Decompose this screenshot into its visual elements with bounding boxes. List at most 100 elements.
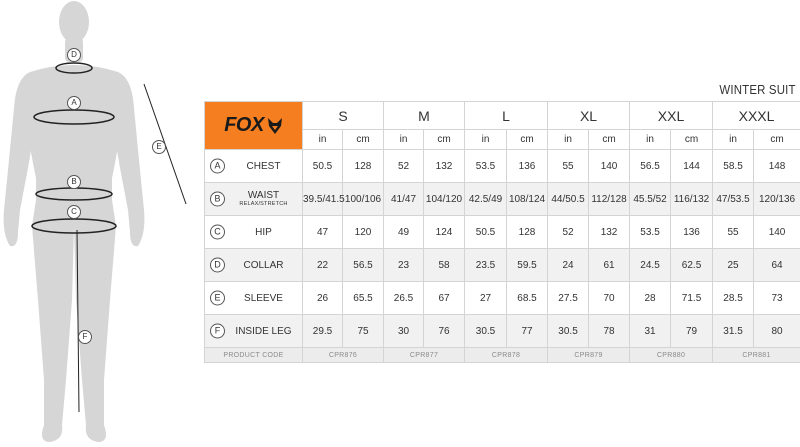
measurement-value: 64 [753,248,800,282]
measurement-letter-icon: E [210,290,225,306]
measurement-value: 148 [753,149,800,183]
measurement-letter-icon: C [210,224,225,240]
measurement-value: 27 [464,281,508,315]
unit-cm: cm [588,129,631,150]
measurement-row-hip: C HIP 47 120 49 124 50.5 128 52 132 53.5 136 55 140 [204,215,800,249]
measurement-value: 78 [588,314,631,348]
measurement-value: 61 [588,248,631,282]
measurement-value: 76 [422,314,466,348]
measurement-value: 132 [588,215,631,249]
measurement-value: 31.5 [712,314,755,348]
unit-in: in [302,129,343,150]
size-header-xl: XL [547,101,631,130]
measurement-value: 28.5 [712,281,755,315]
size-header-l: L [464,101,549,130]
measurement-label: B WAIST RELAX/STRETCH [204,182,303,216]
measurement-value: 45.5/52 [629,182,672,216]
unit-cm: cm [753,129,800,150]
measurement-letter-icon: F [210,323,225,339]
body-measurement-figure: D A E B C F [0,0,200,447]
measurement-value: 49 [383,215,424,249]
measurement-label: D COLLAR [204,248,303,282]
size-header-m: M [382,101,466,130]
measurement-value: 124 [422,215,466,249]
measurement-value: 116/132 [670,182,714,216]
measurement-label: F INSIDE LEG [204,314,303,348]
measurement-value: 100/106 [342,182,384,216]
measurement-value: 30 [383,314,424,348]
measurement-value: 140 [588,149,631,183]
measurement-name: CHEST [246,160,281,172]
measurement-value: 31 [629,314,672,348]
measurement-value: 47 [302,215,343,249]
measurement-value: 29.5 [302,314,343,348]
measurement-value: 71.5 [670,281,714,315]
measurement-value: 75 [342,314,384,348]
measurement-value: 58.5 [712,149,755,183]
measurement-value: 41/47 [383,182,424,216]
label-a-icon: A [67,96,81,110]
measurement-value: 24.5 [629,248,672,282]
label-d-icon: D [67,48,81,62]
measurement-value: 26.5 [383,281,424,315]
measurement-row-chest: A CHEST 50.5 128 52 132 53.5 136 55 140 56.5 144 58.… [204,149,800,183]
unit-cm: cm [670,129,714,150]
measurement-row-inside-leg: F INSIDE LEG 29.5 75 30 76 30.5 77 30.5 78 31 79 31.… [204,314,800,348]
measurement-value: 53.5 [629,215,672,249]
size-chart-table: FOX S M L XL XXL XXXL in cm in cm in cm in c… [204,101,800,363]
measurement-value: 62.5 [670,248,714,282]
measurement-value: 50.5 [302,149,343,183]
label-c-icon: C [67,205,81,219]
measurement-value: 50.5 [464,215,508,249]
measurement-name: COLLAR [243,259,284,271]
measurement-value: 120 [342,215,384,249]
measurement-value: 59.5 [506,248,549,282]
measurement-value: 47/53.5 [712,182,755,216]
measurement-value: 144 [670,149,714,183]
label-f-icon: F [78,330,92,344]
label-b-icon: B [67,175,81,189]
product-code: CPR876 [302,347,384,363]
measurement-name: INSIDE LEG [235,325,292,337]
unit-cm: cm [506,129,549,150]
measurement-row-waist: B WAIST RELAX/STRETCH 39.5/41.5 100/106 41/47… [204,182,800,216]
measurement-value: 140 [753,215,800,249]
measurement-name: WAIST [247,190,280,201]
measurement-value: 73 [753,281,800,315]
measurement-value: 79 [670,314,714,348]
measurement-value: 112/128 [588,182,631,216]
measurement-value: 67 [422,281,466,315]
unit-in: in [547,129,590,150]
brand-logo: FOX [204,101,303,150]
size-header-row: FOX S M L XL XXL XXXL [204,101,800,150]
measurement-value: 136 [506,149,549,183]
measurement-value: 26 [302,281,343,315]
product-code: CPR877 [382,347,466,363]
unit-in: in [464,129,508,150]
measurement-value: 23 [383,248,424,282]
body-silhouette [3,1,187,442]
product-code: CPR880 [629,347,714,363]
measurement-name: HIP [255,226,272,238]
measurement-value: 120/136 [753,182,800,216]
measurement-value: 42.5/49 [464,182,508,216]
label-e-icon: E [152,140,166,154]
unit-in: in [383,129,424,150]
measurement-value: 56.5 [342,248,384,282]
measurement-value: 55 [712,215,755,249]
size-header-s: S [302,101,384,130]
product-code-label: PRODUCT CODE [204,347,303,363]
measurement-row-sleeve: E SLEEVE 26 65.5 26.5 67 27 68.5 27.5 70 28 71.5 28.… [204,281,800,315]
product-code: CPR881 [712,347,800,363]
product-code-row: PRODUCT CODE CPR876 CPR877 CPR878 CPR879… [204,347,800,363]
measurement-value: 68.5 [506,281,549,315]
measurement-value: 55 [547,149,590,183]
measurement-value: 70 [588,281,631,315]
measurement-value: 44/50.5 [547,182,590,216]
measurement-value: 30.5 [547,314,590,348]
measurement-value: 30.5 [464,314,508,348]
measurement-label: A CHEST [204,149,303,183]
measurement-label: E SLEEVE [204,281,303,315]
measurement-value: 77 [506,314,549,348]
measurement-value: 25 [712,248,755,282]
